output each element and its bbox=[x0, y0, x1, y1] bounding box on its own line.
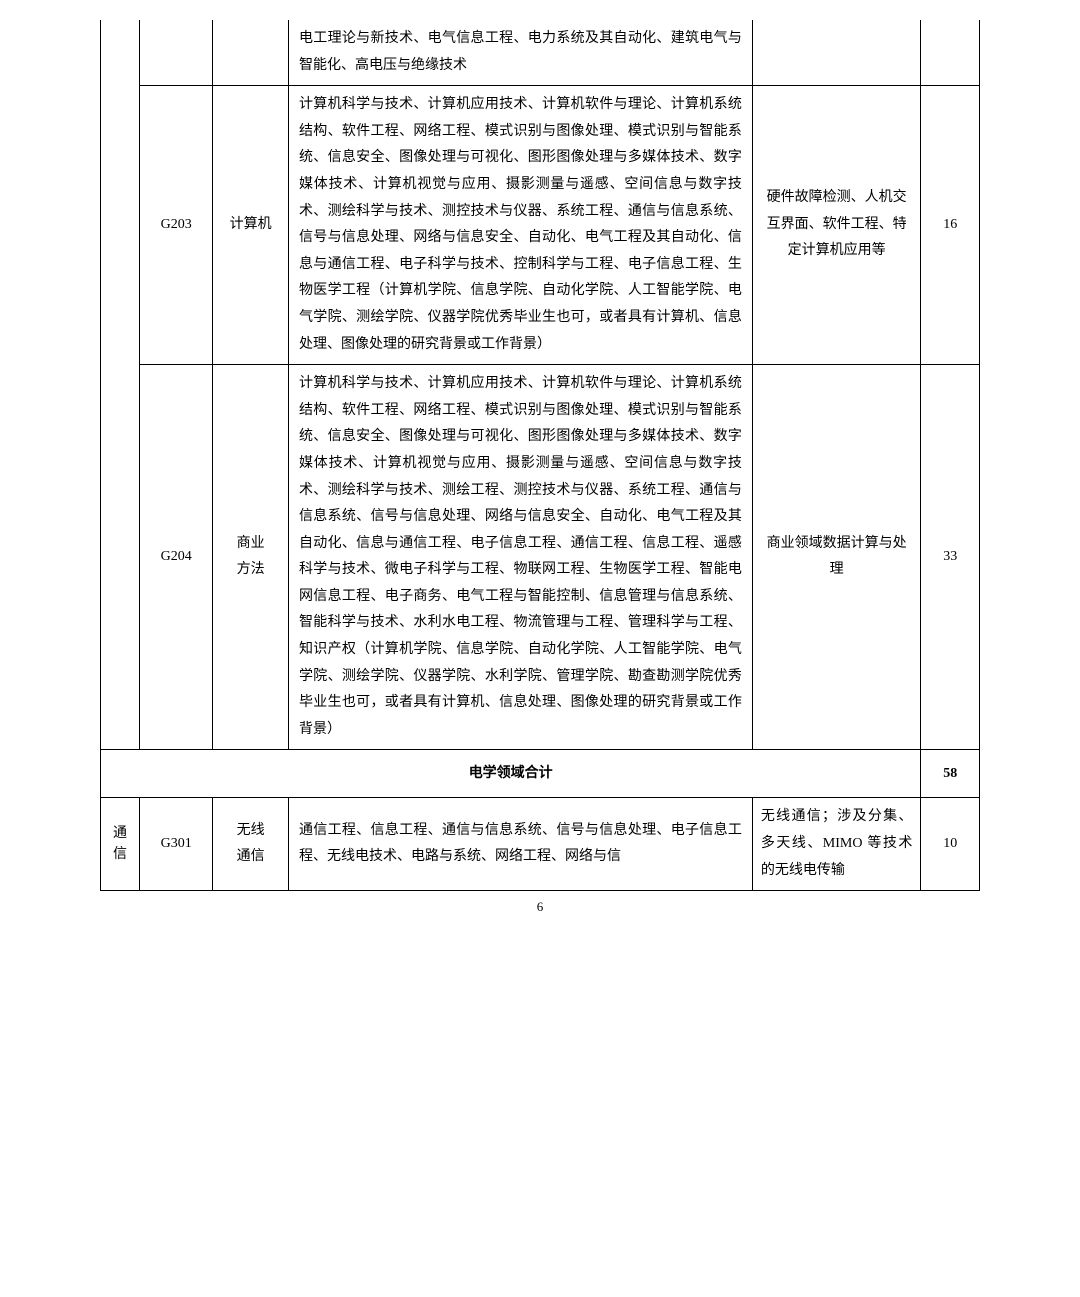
desc-cell: 电工理论与新技术、电气信息工程、电力系统及其自动化、建筑电气与智能化、高电压与绝… bbox=[289, 20, 753, 86]
category-cell-continued bbox=[101, 20, 140, 750]
count-cell: 16 bbox=[921, 86, 980, 365]
table-row: G203 计算机 计算机科学与技术、计算机应用技术、计算机软件与理论、计算机系统… bbox=[101, 86, 980, 365]
name-line1: 商业 bbox=[237, 536, 265, 551]
name-line1: 无线 bbox=[237, 823, 265, 838]
category-cell: 通 信 bbox=[101, 798, 140, 891]
name-cell: 无线 通信 bbox=[213, 798, 289, 891]
name-line2: 通信 bbox=[237, 849, 265, 864]
name-line2: 方法 bbox=[237, 562, 265, 577]
subtotal-count: 58 bbox=[921, 750, 980, 798]
desc-cell: 通信工程、信息工程、通信与信息系统、信号与信息处理、电子信息工程、无线电技术、电… bbox=[289, 798, 753, 891]
name-cell: 计算机 bbox=[213, 86, 289, 365]
code-cell: G301 bbox=[140, 798, 213, 891]
code-cell-continued bbox=[140, 20, 213, 86]
code-cell: G204 bbox=[140, 365, 213, 750]
name-cell-continued bbox=[213, 20, 289, 86]
category-line1: 通 bbox=[113, 826, 127, 841]
table-row: 电工理论与新技术、电气信息工程、电力系统及其自动化、建筑电气与智能化、高电压与绝… bbox=[101, 20, 980, 86]
desc-cell: 计算机科学与技术、计算机应用技术、计算机软件与理论、计算机系统结构、软件工程、网… bbox=[289, 365, 753, 750]
notes-cell: 无线通信；涉及分集、多天线、MIMO 等技术的无线电传输 bbox=[752, 798, 920, 891]
count-cell-continued bbox=[921, 20, 980, 86]
page-number: 6 bbox=[100, 899, 980, 915]
subtotal-row: 电学领域合计 58 bbox=[101, 750, 980, 798]
requirements-table: 电工理论与新技术、电气信息工程、电力系统及其自动化、建筑电气与智能化、高电压与绝… bbox=[100, 20, 980, 891]
notes-cell: 硬件故障检测、人机交互界面、软件工程、特定计算机应用等 bbox=[752, 86, 920, 365]
desc-cell: 计算机科学与技术、计算机应用技术、计算机软件与理论、计算机系统结构、软件工程、网… bbox=[289, 86, 753, 365]
table-row: 通 信 G301 无线 通信 通信工程、信息工程、通信与信息系统、信号与信息处理… bbox=[101, 798, 980, 891]
code-cell: G203 bbox=[140, 86, 213, 365]
subtotal-label: 电学领域合计 bbox=[101, 750, 921, 798]
count-cell: 33 bbox=[921, 365, 980, 750]
table-row: G204 商业 方法 计算机科学与技术、计算机应用技术、计算机软件与理论、计算机… bbox=[101, 365, 980, 750]
notes-cell: 商业领域数据计算与处理 bbox=[752, 365, 920, 750]
notes-cell-continued bbox=[752, 20, 920, 86]
name-cell: 商业 方法 bbox=[213, 365, 289, 750]
category-line2: 信 bbox=[113, 847, 127, 862]
count-cell: 10 bbox=[921, 798, 980, 891]
